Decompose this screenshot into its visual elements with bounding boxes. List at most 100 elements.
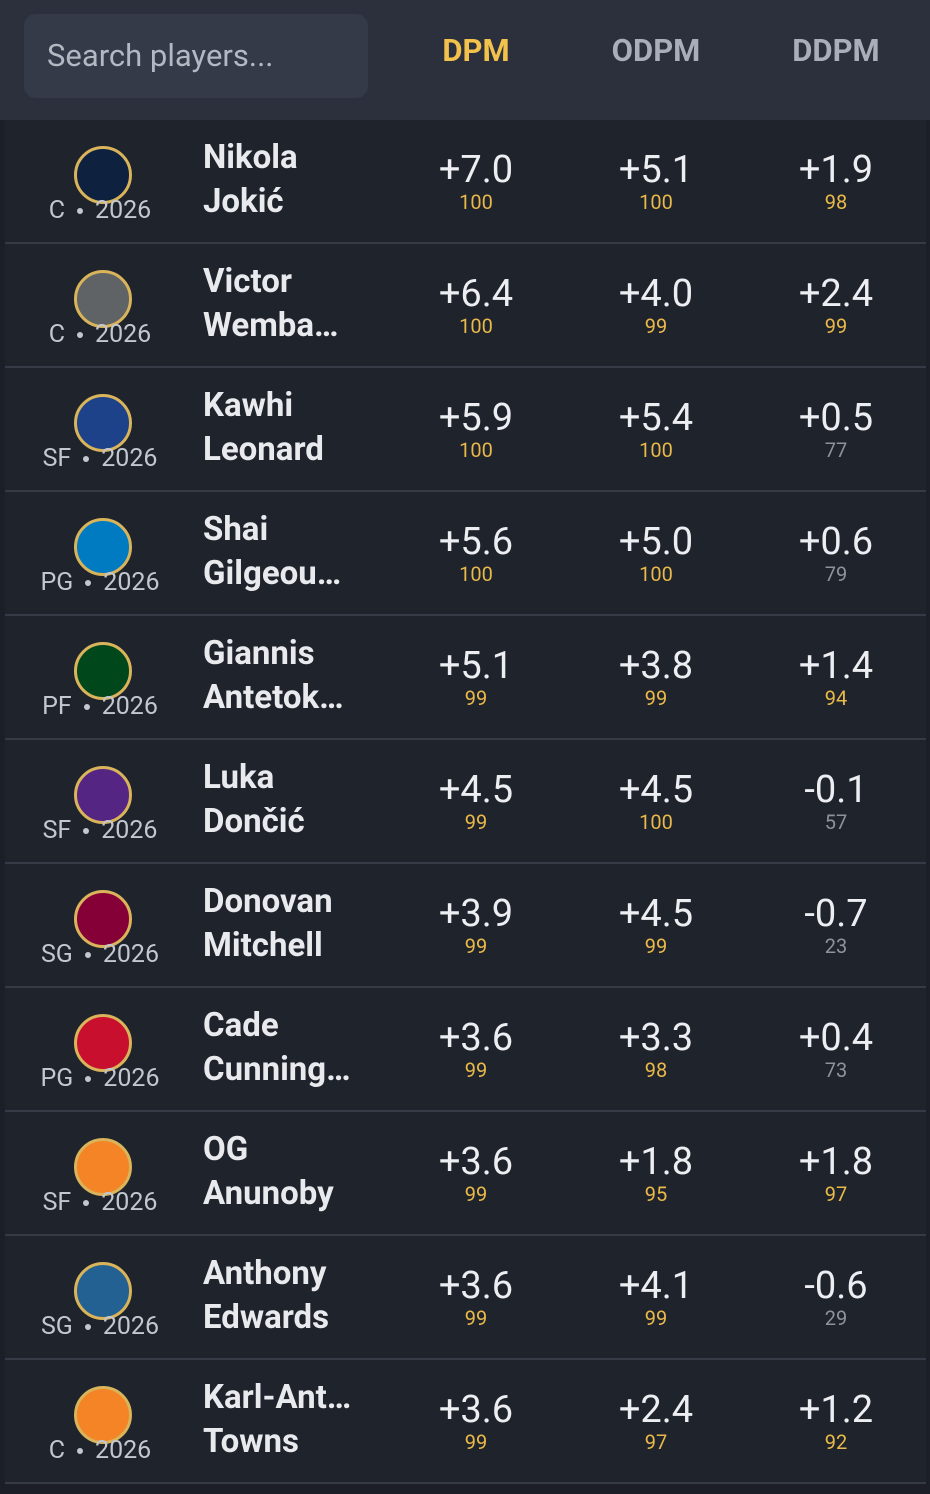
player-meta: SF 2026 (5, 816, 195, 845)
stat-percentile: 99 (464, 934, 488, 958)
team-logo (74, 1386, 132, 1444)
last-name: Wemba… (203, 306, 339, 345)
stat-percentile: 100 (459, 190, 493, 214)
last-name: Leonard (203, 430, 324, 469)
position: PG (40, 1064, 74, 1093)
separator-dot (77, 332, 84, 339)
stat-value: -0.1 (804, 768, 868, 812)
stat-percentile: 23 (824, 934, 848, 958)
stat-percentile: 100 (639, 810, 673, 834)
stat-percentile: 99 (464, 810, 488, 834)
player-row[interactable]: SF 2026 OG Anunoby +3.6 99 +1.8 95 +1.8 97 (5, 1112, 926, 1236)
position: SG (40, 1312, 73, 1341)
separator-dot (85, 580, 92, 587)
player-row[interactable]: SG 2026 Donovan Mitchell +3.9 99 +4.5 99 -0.7 23 (5, 864, 926, 988)
first-name: Anthony (203, 1254, 327, 1293)
player-meta: PF 2026 (5, 692, 195, 721)
stat-value: +1.8 (618, 1140, 694, 1184)
player-row[interactable]: PF 2026 Giannis Antetok… +5.1 99 +3.8 99 +1.4 94 (5, 616, 926, 740)
stat-percentile: 99 (644, 314, 668, 338)
stat-value: +6.4 (438, 272, 514, 316)
stat-percentile: 95 (644, 1182, 668, 1206)
player-row[interactable]: PG 2026 Shai Gilgeou… +5.6 100 +5.0 100 +0.6 79 (5, 492, 926, 616)
player-row[interactable]: PG 2026 Cade Cunning… +3.6 99 +3.3 98 +0.4 73 (5, 988, 926, 1112)
stat-percentile: 100 (459, 314, 493, 338)
stat-value: +4.5 (618, 892, 694, 936)
stat-percentile: 97 (644, 1430, 668, 1454)
stat-percentile: 100 (459, 438, 493, 462)
stat-percentile: 98 (824, 190, 848, 214)
stat-value: +4.5 (618, 768, 694, 812)
separator-dot (84, 952, 91, 959)
first-name: Nikola (203, 138, 298, 177)
stat-percentile: 99 (464, 1306, 488, 1330)
stat-value: +3.3 (618, 1016, 694, 1060)
column-header[interactable]: DDPM (792, 32, 880, 69)
position: C (48, 320, 66, 349)
stat-value: +3.6 (438, 1388, 514, 1432)
column-header[interactable]: DPM (442, 32, 510, 69)
stat-value: +5.0 (618, 520, 694, 564)
stat-value: +4.5 (438, 768, 514, 812)
season: 2026 (95, 196, 152, 225)
stat-percentile: 99 (464, 686, 488, 710)
stat-percentile: 99 (644, 1306, 668, 1330)
separator-dot (77, 1448, 84, 1455)
stat-value: +4.1 (618, 1264, 694, 1308)
stat-value: +4.0 (618, 272, 694, 316)
stat-percentile: 99 (824, 314, 848, 338)
stat-value: -0.7 (804, 892, 868, 936)
player-meta: C 2026 (5, 320, 195, 349)
player-meta: SG 2026 (5, 1312, 195, 1341)
stat-percentile: 73 (824, 1058, 848, 1082)
stat-value: +1.8 (798, 1140, 874, 1184)
first-name: OG (203, 1130, 249, 1169)
stat-percentile: 100 (639, 438, 673, 462)
position: PG (40, 568, 74, 597)
column-header[interactable]: ODPM (611, 32, 701, 69)
player-meta: C 2026 (5, 1436, 195, 1465)
stat-percentile: 99 (464, 1058, 488, 1082)
stat-percentile: 29 (824, 1306, 848, 1330)
team-logo (74, 890, 132, 948)
stat-percentile: 99 (464, 1182, 488, 1206)
stat-value: +5.1 (438, 644, 514, 688)
stat-value: +0.6 (798, 520, 874, 564)
season: 2026 (95, 320, 152, 349)
season: 2026 (101, 692, 158, 721)
stat-value: -0.6 (804, 1264, 868, 1308)
first-name: Karl-Ant… (203, 1378, 352, 1417)
player-meta: PG 2026 (5, 568, 195, 597)
stat-percentile: 77 (824, 438, 848, 462)
last-name: Antetok… (203, 678, 344, 717)
player-meta: SF 2026 (5, 444, 195, 473)
last-name: Dončić (203, 802, 305, 841)
season: 2026 (102, 940, 160, 969)
player-meta: C 2026 (5, 196, 195, 225)
search-input[interactable]: Search players... (24, 14, 368, 98)
position: C (48, 1436, 66, 1465)
player-row[interactable]: C 2026 Victor Wemba… +6.4 100 +4.0 99 +2.4 99 (5, 244, 926, 368)
last-name: Anunoby (203, 1174, 334, 1213)
stat-value: +7.0 (438, 148, 514, 192)
stat-percentile: 79 (824, 562, 848, 586)
team-logo (74, 1014, 132, 1072)
last-name: Towns (203, 1422, 299, 1461)
stat-percentile: 94 (824, 686, 848, 710)
player-row[interactable]: SF 2026 Luka Dončić +4.5 99 +4.5 100 -0.1 57 (5, 740, 926, 864)
stat-value: +5.9 (438, 396, 514, 440)
position: SF (42, 816, 72, 845)
stat-percentile: 99 (644, 934, 668, 958)
player-row[interactable]: SF 2026 Kawhi Leonard +5.9 100 +5.4 100 +0.5 77 (5, 368, 926, 492)
player-row[interactable]: C 2026 Nikola Jokić +7.0 100 +5.1 100 +1.9 98 (5, 120, 926, 244)
player-row[interactable]: SG 2026 Anthony Edwards +3.6 99 +4.1 99 -0.6 29 (5, 1236, 926, 1360)
stat-value: +0.5 (798, 396, 874, 440)
season: 2026 (103, 568, 160, 597)
player-row[interactable]: C 2026 Karl-Ant… Towns +3.6 99 +2.4 97 +1.2 92 (5, 1360, 926, 1484)
season: 2026 (95, 1436, 152, 1465)
season: 2026 (101, 1188, 158, 1217)
stat-value: +5.1 (618, 148, 694, 192)
season: 2026 (101, 444, 158, 473)
stat-value: +2.4 (798, 272, 874, 316)
stat-percentile: 98 (644, 1058, 668, 1082)
